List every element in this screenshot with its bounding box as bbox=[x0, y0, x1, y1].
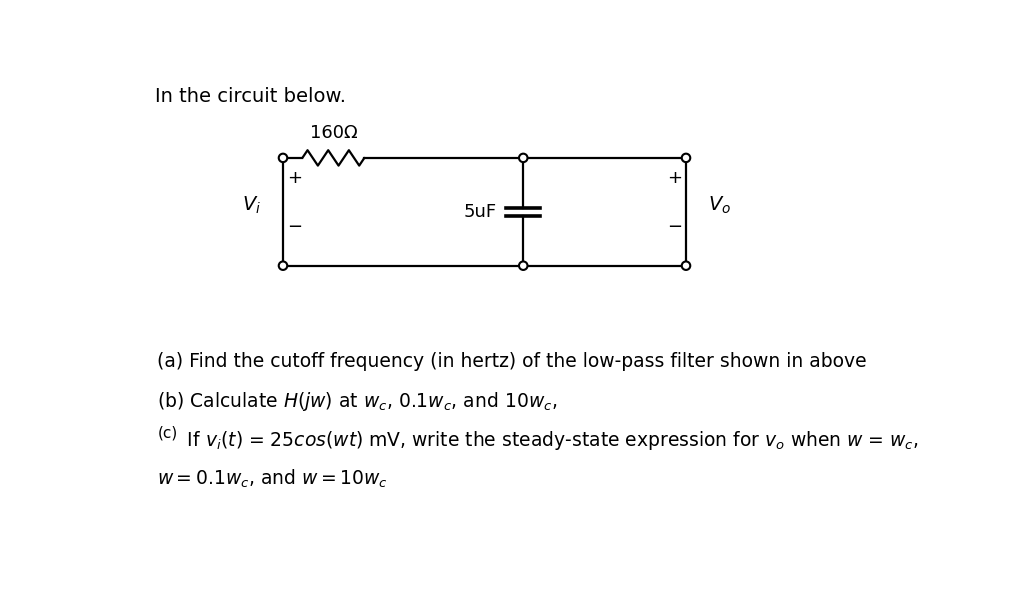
Text: $V_i$: $V_i$ bbox=[243, 195, 261, 217]
Text: 5uF: 5uF bbox=[464, 203, 497, 221]
Text: −: − bbox=[287, 218, 302, 237]
Circle shape bbox=[519, 154, 527, 162]
Circle shape bbox=[682, 262, 690, 270]
Text: +: + bbox=[287, 169, 302, 187]
Text: $w = 0.1w_c$, and $w = 10w_c$: $w = 0.1w_c$, and $w = 10w_c$ bbox=[158, 467, 388, 490]
Text: −: − bbox=[667, 218, 682, 237]
Text: If $v_i(t)$ = $25cos(wt)$ mV, write the steady-state expression for $v_o$ when $: If $v_i(t)$ = $25cos(wt)$ mV, write the … bbox=[180, 429, 919, 452]
Text: In the circuit below.: In the circuit below. bbox=[155, 87, 346, 106]
Text: $V_o$: $V_o$ bbox=[708, 195, 731, 217]
Circle shape bbox=[519, 262, 527, 270]
Text: 160Ω: 160Ω bbox=[309, 124, 357, 143]
Circle shape bbox=[279, 262, 288, 270]
Circle shape bbox=[279, 154, 288, 162]
Text: (a) Find the cutoff frequency (in hertz) of the low-pass filter shown in above: (a) Find the cutoff frequency (in hertz)… bbox=[158, 352, 867, 371]
Circle shape bbox=[682, 154, 690, 162]
Text: +: + bbox=[667, 169, 682, 187]
Text: (b) Calculate $H(jw)$ at $w_c$, $0.1w_c$, and $10w_c$,: (b) Calculate $H(jw)$ at $w_c$, $0.1w_c$… bbox=[158, 390, 558, 414]
Text: (c): (c) bbox=[158, 426, 178, 441]
